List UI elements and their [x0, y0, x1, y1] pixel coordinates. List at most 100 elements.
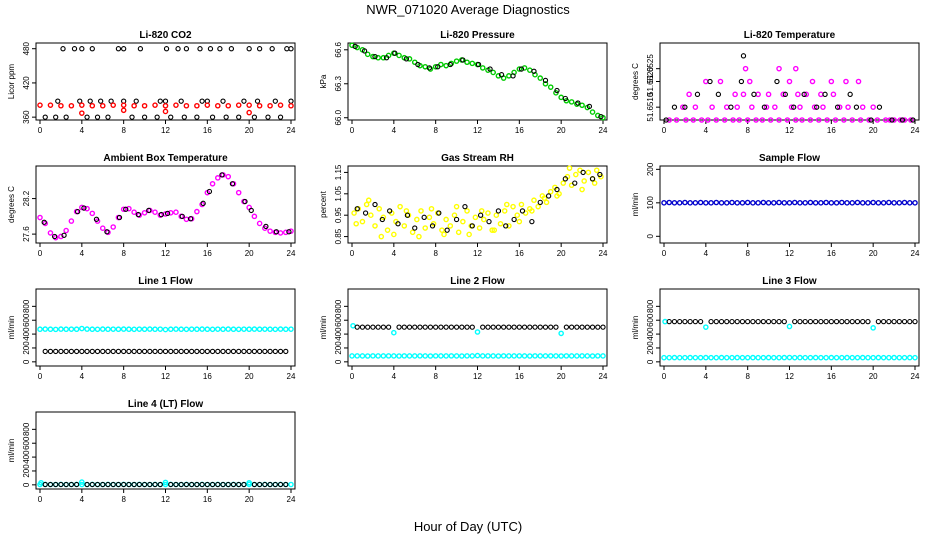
panel-gas-stream-rh: Gas Stream RH 0 4 8 12 16 20 24 0.85 0.95 1.05 1.15… — [319, 153, 608, 258]
data-point — [818, 318, 824, 325]
data-point — [750, 200, 756, 206]
data-point — [267, 348, 273, 355]
data-point — [412, 225, 418, 231]
data-point — [168, 114, 174, 120]
data-point — [663, 117, 669, 123]
data-point — [235, 102, 242, 108]
data-point — [100, 481, 106, 488]
data-point — [880, 318, 887, 325]
y-tick-label: 200 — [646, 341, 655, 355]
series-cal — [42, 348, 289, 355]
y-tick-label: 200 — [22, 341, 31, 355]
data-point — [479, 353, 486, 359]
data-point — [466, 231, 472, 238]
data-point — [362, 210, 369, 216]
data-point — [899, 117, 906, 123]
data-point — [781, 200, 788, 206]
data-point — [896, 318, 902, 325]
data-point — [708, 354, 714, 361]
data-point — [42, 348, 48, 355]
data-point — [219, 172, 225, 178]
data-point — [225, 348, 231, 355]
data-point — [828, 78, 835, 85]
data-point — [406, 353, 413, 359]
y-tick-label: 28.2 — [22, 190, 31, 206]
data-point — [849, 200, 856, 206]
data-point — [491, 227, 498, 233]
panel-title: Li-820 CO2 — [139, 30, 192, 41]
panel-line-4-lt-flow: Line 4 (LT) Flow 0 4 8 12 16 20 24 0 200400600800… — [7, 399, 296, 504]
data-point — [368, 212, 374, 218]
data-point — [568, 353, 575, 359]
data-point — [401, 353, 408, 359]
data-point — [157, 348, 163, 355]
figure-x-axis-label: Hour of Day (UTC) — [414, 519, 522, 534]
y-tick-label: 1.15 — [334, 164, 343, 180]
y-tick-label: 66.0 — [334, 109, 343, 125]
data-point — [63, 481, 69, 488]
y-tick-label: 420 — [22, 76, 31, 90]
data-point — [744, 199, 751, 206]
data-point — [495, 324, 502, 330]
data-point — [591, 180, 598, 186]
data-point — [820, 104, 826, 110]
data-point — [901, 354, 908, 361]
data-point — [173, 102, 179, 108]
series-sample — [37, 325, 294, 333]
data-point — [53, 348, 59, 355]
data-point — [841, 117, 847, 123]
data-point — [485, 324, 491, 330]
data-point — [460, 218, 466, 225]
x-tick-label: 16 — [515, 126, 524, 135]
data-point — [833, 318, 840, 325]
data-point — [493, 212, 500, 218]
data-point — [263, 223, 269, 230]
x-tick-label: 12 — [785, 372, 794, 381]
data-point — [375, 353, 381, 359]
data-point — [750, 354, 756, 361]
data-point — [89, 348, 95, 355]
x-tick-label: 8 — [121, 495, 126, 504]
data-point — [690, 117, 697, 123]
data-point — [724, 318, 730, 325]
data-point — [110, 481, 116, 488]
data-point — [532, 353, 538, 359]
data-point — [417, 324, 423, 330]
data-point — [666, 199, 673, 206]
data-point — [662, 318, 668, 325]
data-point — [267, 481, 273, 488]
data-point — [541, 195, 548, 201]
data-point — [141, 209, 148, 216]
data-point — [521, 65, 528, 71]
data-point — [283, 481, 289, 488]
x-tick-label: 12 — [473, 126, 482, 135]
data-point — [734, 354, 741, 361]
data-point — [729, 354, 735, 361]
data-point — [429, 223, 436, 229]
series-mid-cal — [55, 98, 294, 104]
data-point — [175, 46, 181, 52]
data-point — [532, 324, 538, 330]
data-point — [272, 98, 278, 104]
panel-title: Gas Stream RH — [441, 153, 514, 164]
data-point — [443, 62, 449, 69]
data-point — [105, 481, 111, 488]
data-point — [579, 324, 585, 330]
data-point — [812, 354, 819, 361]
y-tick-label: 600 — [334, 313, 343, 327]
data-point — [115, 46, 122, 52]
data-point — [529, 208, 535, 214]
data-point — [87, 98, 93, 104]
data-point — [75, 208, 81, 215]
data-point — [703, 78, 709, 85]
data-point — [230, 326, 237, 333]
data-point — [380, 54, 387, 61]
series-cal — [42, 481, 289, 488]
y-tick-label: 400 — [334, 327, 343, 341]
x-tick-label: 24 — [287, 126, 296, 135]
y-tick-label: 0 — [334, 359, 343, 364]
x-tick-label: 4 — [704, 126, 709, 135]
data-point — [489, 227, 495, 233]
data-point — [849, 117, 856, 123]
data-point — [126, 205, 132, 212]
